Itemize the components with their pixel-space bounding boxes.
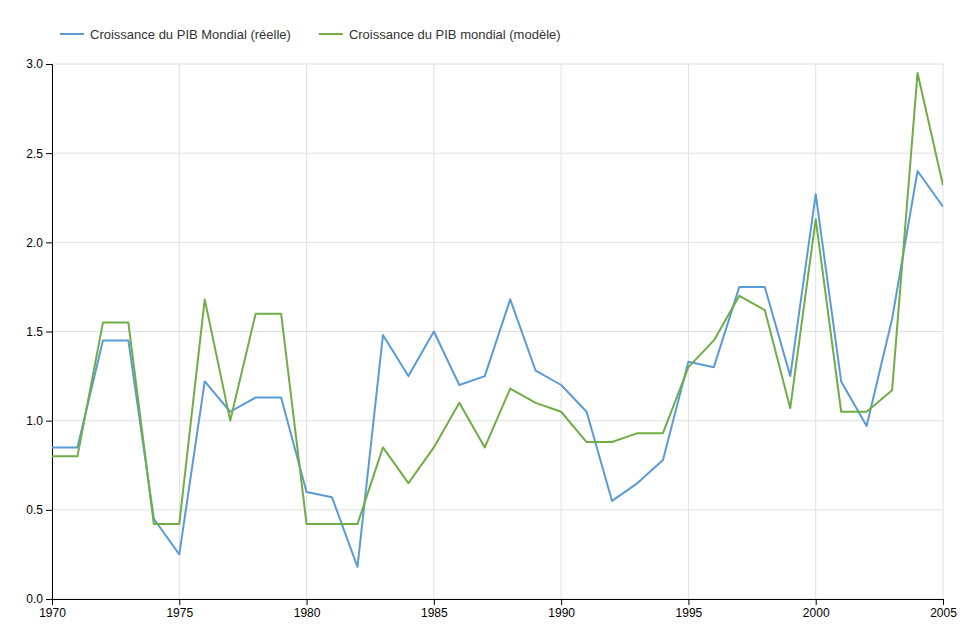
y-axis: 0.0 0.5 1.0 1.5 2.0 2.5 3.0 xyxy=(26,57,52,606)
x-tick-label: 2000 xyxy=(803,606,830,620)
grid-line-x xyxy=(815,64,816,599)
y-tick-mark xyxy=(46,332,52,333)
x-tick-mark xyxy=(561,599,562,605)
x-tick: 1985 xyxy=(421,599,448,620)
y-tick: 0.5 xyxy=(26,503,52,517)
y-tick: 3.0 xyxy=(26,57,52,71)
y-tick-label: 0.5 xyxy=(26,503,43,517)
x-tick-label: 1985 xyxy=(421,606,448,620)
x-tick: 1980 xyxy=(294,599,321,620)
x-tick: 1990 xyxy=(548,599,575,620)
x-tick-label: 1980 xyxy=(294,606,321,620)
y-tick-mark xyxy=(46,153,52,154)
x-tick: 2000 xyxy=(803,599,830,620)
x-tick-mark xyxy=(816,599,817,605)
chart: 1970 1975 1980 1985 1990 1995 2000 2005 0.0 0.5 1.… xyxy=(0,0,977,639)
y-tick: 1.5 xyxy=(26,325,52,339)
y-tick: 2.0 xyxy=(26,236,52,250)
x-tick: 1970 xyxy=(39,599,66,620)
y-tick: 2.5 xyxy=(26,147,52,161)
series-line xyxy=(52,171,943,567)
grid-line-y xyxy=(52,331,943,332)
grid-line-x xyxy=(943,64,944,599)
y-tick-label: 2.5 xyxy=(26,147,43,161)
y-tick-label: 1.0 xyxy=(26,414,43,428)
y-tick-label: 1.5 xyxy=(26,325,43,339)
x-axis: 1970 1975 1980 1985 1990 1995 2000 2005 xyxy=(39,599,957,620)
plot: 1970 1975 1980 1985 1990 1995 2000 2005 0.0 0.5 1.… xyxy=(26,57,957,619)
y-tick-mark xyxy=(46,64,52,65)
y-tick: 1.0 xyxy=(26,414,52,428)
series-line xyxy=(52,73,943,524)
legend-label: Croissance du PIB Mondial (réelle) xyxy=(90,27,291,42)
grid xyxy=(52,64,943,599)
grid-line-x xyxy=(688,64,689,599)
grid-line-y xyxy=(52,64,943,65)
legend-swatch xyxy=(319,33,343,35)
x-tick-mark xyxy=(179,599,180,605)
x-tick: 1975 xyxy=(166,599,193,620)
grid-line-y xyxy=(52,153,943,154)
legend-swatch xyxy=(60,33,84,35)
grid-line-x xyxy=(561,64,562,599)
y-axis-line xyxy=(46,65,53,600)
x-tick-label: 1975 xyxy=(166,606,193,620)
x-tick-mark xyxy=(943,599,944,605)
x-tick: 2005 xyxy=(930,599,957,620)
y-tick-label: 0.0 xyxy=(26,592,43,606)
x-tick-label: 1990 xyxy=(548,606,575,620)
legend: Croissance du PIB Mondial (réelle) Croiss… xyxy=(60,27,561,42)
series-group xyxy=(52,73,943,567)
x-tick-label: 2005 xyxy=(930,606,957,620)
x-tick-label: 1995 xyxy=(676,606,703,620)
y-tick: 0.0 xyxy=(26,592,52,606)
x-tick-mark xyxy=(688,599,689,605)
y-tick-label: 3.0 xyxy=(26,57,43,71)
x-tick: 1995 xyxy=(676,599,703,620)
legend-item: Croissance du PIB Mondial (réelle) xyxy=(60,27,291,42)
legend-label: Croissance du PIB mondial (modèle) xyxy=(349,27,561,42)
x-tick-mark xyxy=(434,599,435,605)
y-tick-mark xyxy=(46,510,52,511)
y-tick-mark xyxy=(46,599,52,600)
x-axis-line xyxy=(53,600,944,606)
y-tick-mark xyxy=(46,421,52,422)
x-tick-label: 1970 xyxy=(39,606,66,620)
x-tick-mark xyxy=(307,599,308,605)
y-tick-mark xyxy=(46,242,52,243)
y-tick-label: 2.0 xyxy=(26,236,43,250)
legend-item: Croissance du PIB mondial (modèle) xyxy=(319,27,561,42)
